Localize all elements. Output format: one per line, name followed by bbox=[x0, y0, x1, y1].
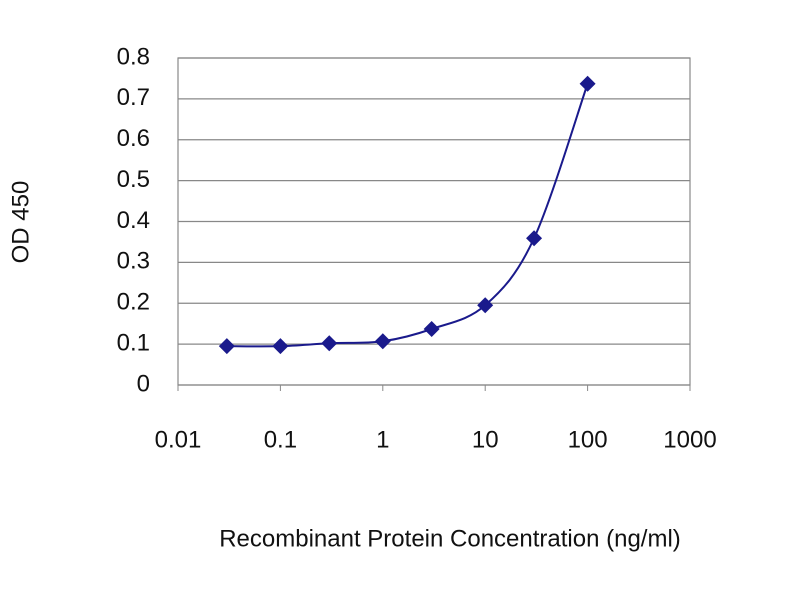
y-axis-label: OD 450 bbox=[7, 181, 34, 264]
data-point bbox=[321, 335, 338, 352]
data-point bbox=[272, 338, 289, 355]
y-tick-label: 0.2 bbox=[117, 289, 150, 316]
y-tick-label: 0 bbox=[137, 370, 150, 397]
x-tick-label: 0.01 bbox=[155, 426, 202, 453]
data-point bbox=[579, 75, 596, 92]
y-tick-label: 0.1 bbox=[117, 329, 150, 356]
data-point bbox=[526, 230, 543, 247]
x-tick-label: 10 bbox=[472, 426, 499, 453]
y-tick-label: 0.5 bbox=[117, 166, 150, 193]
x-tick-label: 0.1 bbox=[264, 426, 297, 453]
data-point bbox=[477, 297, 494, 314]
x-axis-label: Recombinant Protein Concentration (ng/ml… bbox=[219, 525, 681, 552]
data-point bbox=[218, 338, 235, 355]
x-tick-label: 100 bbox=[568, 426, 608, 453]
x-tick-label: 1 bbox=[376, 426, 389, 453]
y-tick-label: 0.7 bbox=[117, 84, 150, 111]
y-tick-label: 0.8 bbox=[117, 43, 150, 70]
y-tick-label: 0.6 bbox=[117, 125, 150, 152]
y-tick-label: 0.3 bbox=[117, 248, 150, 275]
x-tick-label: 1000 bbox=[663, 426, 716, 453]
data-point bbox=[423, 321, 440, 338]
y-tick-label: 0.4 bbox=[117, 207, 150, 234]
data-point bbox=[374, 333, 391, 350]
